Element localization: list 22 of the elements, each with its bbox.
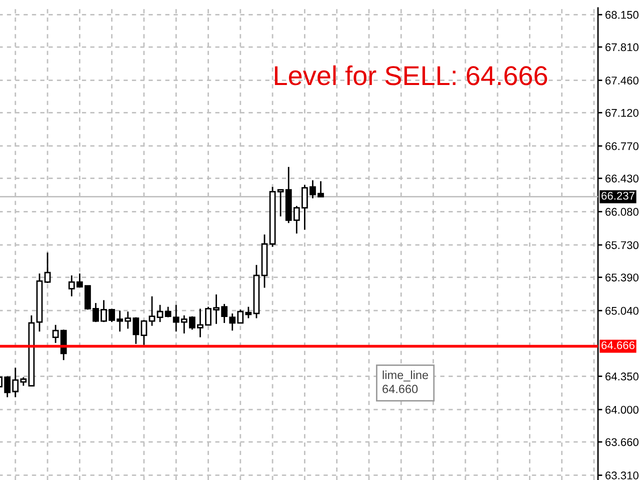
y-tick-label: 66.770 [606,142,638,150]
y-tick-label: 67.460 [606,76,638,84]
candlestick [140,319,148,346]
y-tick-label: 63.660 [606,438,638,446]
y-tick-label: 67.120 [606,108,638,117]
y-tick-label: 67.810 [606,43,638,52]
y-tick-label: 65.730 [606,241,638,250]
y-tick-label: 65.040 [606,306,638,315]
y-tick-label: 64.000 [606,406,638,414]
y-tick-label: 68.150 [606,10,638,19]
y-tick-label: 64.350 [606,372,638,380]
ref-line-label: 66.237 [602,192,634,200]
y-tick-label: 66.080 [606,208,638,216]
ref-line-label: 64.666 [602,341,634,350]
candlestick [44,252,51,284]
y-tick-label: 65.390 [606,274,638,282]
y-tick-label: 63.310 [606,472,638,480]
candlestick [148,296,156,327]
annotation: Level for SELL: 64.666 [274,65,548,86]
y-tick-label: 66.430 [606,174,638,182]
candlestick [156,304,164,323]
annotation: lime_line 64.660 [382,370,428,394]
